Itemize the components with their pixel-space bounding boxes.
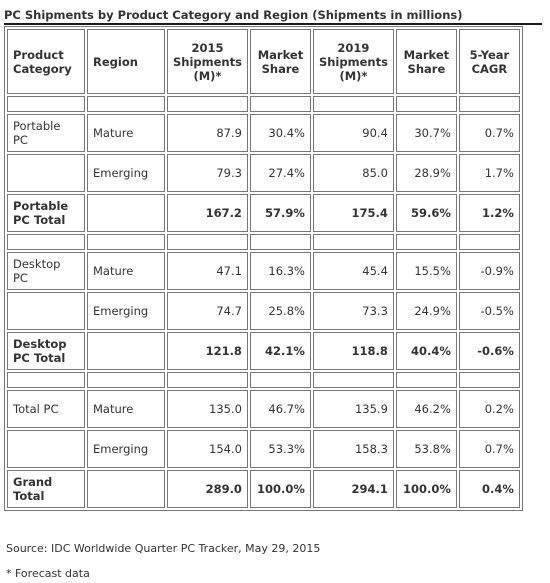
cell-2019-share: 59.6%	[396, 194, 457, 232]
cell-2019-shipments: 158.3	[313, 430, 394, 468]
cell-category	[7, 292, 85, 330]
table-row-total: Desktop PC Total 121.8 42.1% 118.8 40.4%…	[7, 332, 520, 370]
cell-category	[7, 154, 85, 192]
cell-2015-shipments: 79.3	[167, 154, 248, 192]
cell-cagr: -0.6%	[459, 332, 520, 370]
table-row-total: Portable PC Total 167.2 57.9% 175.4 59.6…	[7, 194, 520, 232]
cell-2019-share: 24.9%	[396, 292, 457, 330]
cell-2015-shipments: 167.2	[167, 194, 248, 232]
cell-2019-share: 40.4%	[396, 332, 457, 370]
table-row: Portable PC Mature 87.9 30.4% 90.4 30.7%…	[7, 114, 520, 152]
cell-region: Mature	[87, 390, 165, 428]
cell-category	[7, 430, 85, 468]
cell-category: Portable PC	[7, 114, 85, 152]
header-2019-shipments: 2019 Shipments (M)*	[313, 29, 394, 94]
cell-category: Desktop PC	[7, 252, 85, 290]
cell-2015-share: 42.1%	[250, 332, 311, 370]
table-row: Desktop PC Mature 47.1 16.3% 45.4 15.5% …	[7, 252, 520, 290]
cell-2019-shipments: 90.4	[313, 114, 394, 152]
header-2015-share: Market Share	[250, 29, 311, 94]
cell-2019-shipments: 85.0	[313, 154, 394, 192]
header-region: Region	[87, 29, 165, 94]
cell-cagr: -0.5%	[459, 292, 520, 330]
cell-2019-share: 28.9%	[396, 154, 457, 192]
cell-2019-shipments: 175.4	[313, 194, 394, 232]
spacer-row	[7, 234, 520, 250]
table-row-total: Grand Total 289.0 100.0% 294.1 100.0% 0.…	[7, 470, 520, 508]
cell-cagr: -0.9%	[459, 252, 520, 290]
cell-region: Emerging	[87, 292, 165, 330]
cell-cagr: 0.7%	[459, 114, 520, 152]
table-title: PC Shipments by Product Category and Reg…	[4, 8, 542, 25]
table-row: Emerging 154.0 53.3% 158.3 53.8% 0.7%	[7, 430, 520, 468]
cell-2015-shipments: 135.0	[167, 390, 248, 428]
cell-2015-share: 27.4%	[250, 154, 311, 192]
cell-cagr: 1.2%	[459, 194, 520, 232]
cell-2019-share: 53.8%	[396, 430, 457, 468]
header-row: Product Category Region 2015 Shipments (…	[7, 29, 520, 94]
cell-2019-shipments: 135.9	[313, 390, 394, 428]
header-2019-share: Market Share	[396, 29, 457, 94]
cell-region	[87, 332, 165, 370]
shipments-table: Product Category Region 2015 Shipments (…	[4, 26, 523, 511]
cell-cagr: 0.4%	[459, 470, 520, 508]
cell-region: Emerging	[87, 154, 165, 192]
table-row: Total PC Mature 135.0 46.7% 135.9 46.2% …	[7, 390, 520, 428]
cell-2015-shipments: 87.9	[167, 114, 248, 152]
cell-2015-shipments: 121.8	[167, 332, 248, 370]
cell-2019-share: 46.2%	[396, 390, 457, 428]
spacer-row	[7, 96, 520, 112]
cell-region	[87, 194, 165, 232]
cell-2015-share: 100.0%	[250, 470, 311, 508]
cell-2015-shipments: 154.0	[167, 430, 248, 468]
cell-2015-share: 46.7%	[250, 390, 311, 428]
cell-region: Mature	[87, 252, 165, 290]
header-cagr: 5-Year CAGR	[459, 29, 520, 94]
cell-2015-share: 16.3%	[250, 252, 311, 290]
cell-2015-share: 57.9%	[250, 194, 311, 232]
cell-2015-share: 25.8%	[250, 292, 311, 330]
forecast-footnote: * Forecast data	[6, 567, 90, 580]
cell-2019-share: 100.0%	[396, 470, 457, 508]
cell-2015-share: 53.3%	[250, 430, 311, 468]
cell-2019-share: 30.7%	[396, 114, 457, 152]
cell-category: Total PC	[7, 390, 85, 428]
cell-2019-share: 15.5%	[396, 252, 457, 290]
cell-region: Emerging	[87, 430, 165, 468]
header-2015-shipments: 2015 Shipments (M)*	[167, 29, 248, 94]
cell-region: Mature	[87, 114, 165, 152]
cell-2019-shipments: 294.1	[313, 470, 394, 508]
cell-2015-shipments: 289.0	[167, 470, 248, 508]
cell-category: Portable PC Total	[7, 194, 85, 232]
cell-category: Desktop PC Total	[7, 332, 85, 370]
cell-category: Grand Total	[7, 470, 85, 508]
cell-2015-shipments: 47.1	[167, 252, 248, 290]
table-row: Emerging 79.3 27.4% 85.0 28.9% 1.7%	[7, 154, 520, 192]
table-row: Emerging 74.7 25.8% 73.3 24.9% -0.5%	[7, 292, 520, 330]
cell-2015-shipments: 74.7	[167, 292, 248, 330]
cell-region	[87, 470, 165, 508]
cell-2019-shipments: 45.4	[313, 252, 394, 290]
header-category: Product Category	[7, 29, 85, 94]
cell-cagr: 1.7%	[459, 154, 520, 192]
cell-2019-shipments: 73.3	[313, 292, 394, 330]
cell-cagr: 0.2%	[459, 390, 520, 428]
cell-2015-share: 30.4%	[250, 114, 311, 152]
cell-2019-shipments: 118.8	[313, 332, 394, 370]
spacer-row	[7, 372, 520, 388]
source-note: Source: IDC Worldwide Quarter PC Tracker…	[6, 542, 320, 555]
cell-cagr: 0.7%	[459, 430, 520, 468]
